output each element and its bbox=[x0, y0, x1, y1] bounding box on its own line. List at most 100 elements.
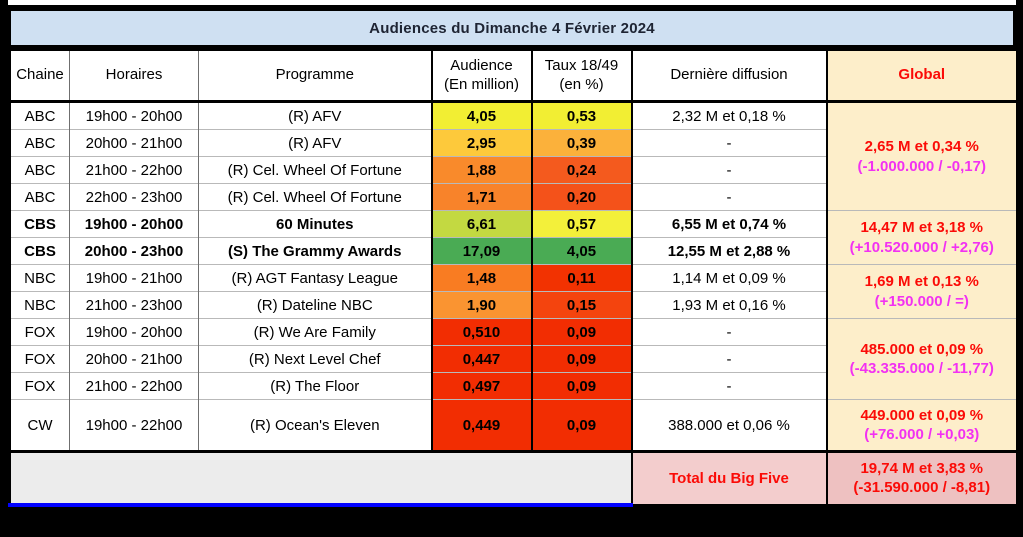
timeslot-cell: 21h00 - 22h00 bbox=[69, 372, 199, 400]
global-line1: 14,47 M et 3,18 % bbox=[860, 219, 984, 236]
timeslot-cell: 20h00 - 23h00 bbox=[69, 237, 199, 265]
global-cell: 449.000 et 0,09 % (+76.000 / +0,03) bbox=[826, 399, 1018, 452]
program-cell: (R) Ocean's Eleven bbox=[198, 399, 433, 452]
audience-cell: 1,71 bbox=[431, 183, 533, 211]
table-row-fox: FOX 19h00 - 20h00 (R) We Are Family 0,510 0,… bbox=[9, 318, 1018, 400]
col-header-taux-line2: (en %) bbox=[559, 75, 604, 93]
col-header-programme: Programme bbox=[198, 49, 433, 103]
top-sliver bbox=[8, 0, 1016, 5]
global-line2: (-1.000.000 / -0,17) bbox=[857, 157, 986, 175]
last-broadcast-cell: 12,55 M et 2,88 % bbox=[631, 237, 828, 265]
rating-cell: 4,05 bbox=[531, 237, 633, 265]
last-broadcast-cell: 1,93 M et 0,16 % bbox=[631, 291, 828, 319]
col-header-global: Global bbox=[826, 49, 1018, 103]
channel-cell: NBC bbox=[9, 291, 70, 319]
global-line2: (+10.520.000 / +2,76) bbox=[849, 238, 994, 256]
last-broadcast-cell: - bbox=[631, 183, 828, 211]
audience-cell: 0,510 bbox=[431, 318, 533, 346]
footer-empty-cell bbox=[9, 450, 633, 507]
channel-cell: NBC bbox=[9, 264, 70, 292]
global-cell: 2,65 M et 0,34 % (-1.000.000 / -0,17) bbox=[826, 100, 1018, 211]
rating-cell: 0,11 bbox=[531, 264, 633, 292]
program-cell: (R) AGT Fantasy League bbox=[198, 264, 433, 292]
program-cell: (R) Next Level Chef bbox=[198, 345, 433, 373]
col-header-audience-line2: (En million) bbox=[443, 75, 519, 93]
last-broadcast-cell: - bbox=[631, 129, 828, 157]
title-bar: Audiences du Dimanche 4 Février 2024 bbox=[8, 8, 1016, 48]
timeslot-cell: 19h00 - 22h00 bbox=[69, 399, 199, 452]
channel-cell: FOX bbox=[9, 345, 70, 373]
col-header-horaires: Horaires bbox=[69, 49, 199, 103]
rating-cell: 0,24 bbox=[531, 156, 633, 184]
timeslot-cell: 21h00 - 22h00 bbox=[69, 156, 199, 184]
table-row-abc: ABC 20h00 - 21h00 (R) AFV 2,95 0,39- bbox=[9, 129, 1018, 157]
rating-cell: 0,09 bbox=[531, 372, 633, 400]
audience-cell: 2,95 bbox=[431, 129, 533, 157]
program-cell: (R) Cel. Wheel Of Fortune bbox=[198, 183, 433, 211]
program-cell: (R) AFV bbox=[198, 100, 433, 130]
total-big-five-value: 19,74 M et 3,83 % (-31.590.000 / -8,81) bbox=[826, 450, 1018, 507]
channel-cell: ABC bbox=[9, 183, 70, 211]
global-line1: 2,65 M et 0,34 % bbox=[864, 138, 979, 155]
audience-cell: 1,48 bbox=[431, 264, 533, 292]
col-header-chaine: Chaine bbox=[9, 49, 70, 103]
total-line1: 19,74 M et 3,83 % bbox=[860, 459, 984, 477]
timeslot-cell: 19h00 - 21h00 bbox=[69, 264, 199, 292]
rating-cell: 0,57 bbox=[531, 210, 633, 238]
channel-cell: ABC bbox=[9, 129, 70, 157]
table-row-nbc: NBC 19h00 - 21h00 (R) AGT Fantasy League 1,… bbox=[9, 264, 1018, 319]
header-row: Chaine Horaires Programme Audience (En m… bbox=[9, 49, 1018, 103]
audience-cell: 0,447 bbox=[431, 345, 533, 373]
global-line1: 485.000 et 0,09 % bbox=[860, 340, 984, 358]
audience-table: Chaine Horaires Programme Audience (En m… bbox=[8, 48, 1019, 507]
audience-cell: 1,88 bbox=[431, 156, 533, 184]
timeslot-cell: 19h00 - 20h00 bbox=[69, 210, 199, 238]
table-row-abc: ABC 21h00 - 22h00 (R) Cel. Wheel Of Fortun… bbox=[9, 156, 1018, 184]
program-cell: (R) We Are Family bbox=[198, 318, 433, 346]
global-cell: 1,69 M et 0,13 % (+150.000 / =) bbox=[826, 264, 1018, 319]
last-broadcast-cell: - bbox=[631, 345, 828, 373]
last-broadcast-cell: 1,14 M et 0,09 % bbox=[631, 264, 828, 292]
rating-cell: 0,20 bbox=[531, 183, 633, 211]
total-line2: (-31.590.000 / -8,81) bbox=[853, 479, 991, 497]
col-header-derniere: Dernière diffusion bbox=[631, 49, 828, 103]
table-row-fox: FOX 21h00 - 22h00 (R) The Floor 0,497 0,09- bbox=[9, 372, 1018, 400]
global-line2: (-43.335.000 / -11,77) bbox=[849, 360, 994, 377]
channel-cell: ABC bbox=[9, 100, 70, 130]
rating-cell: 0,39 bbox=[531, 129, 633, 157]
last-broadcast-cell: 388.000 et 0,06 % bbox=[631, 399, 828, 452]
col-header-taux-line1: Taux 18/49 bbox=[544, 56, 619, 74]
rating-cell: 0,09 bbox=[531, 318, 633, 346]
rating-cell: 0,53 bbox=[531, 100, 633, 130]
rating-cell: 0,09 bbox=[531, 399, 633, 452]
last-broadcast-cell: - bbox=[631, 156, 828, 184]
page-title: Audiences du Dimanche 4 Février 2024 bbox=[369, 19, 655, 37]
timeslot-cell: 20h00 - 21h00 bbox=[69, 345, 199, 373]
audience-cell: 4,05 bbox=[431, 100, 533, 130]
global-cell: 485.000 et 0,09 % (-43.335.000 / -11,77) bbox=[826, 318, 1018, 400]
total-big-five-label: Total du Big Five bbox=[631, 450, 828, 507]
timeslot-cell: 20h00 - 21h00 bbox=[69, 129, 199, 157]
program-cell: (R) AFV bbox=[198, 129, 433, 157]
table-row-cbs: CBS 19h00 - 20h00 60 Minutes 6,61 0,57 6,55 M… bbox=[9, 210, 1018, 265]
col-header-audience-line1: Audience bbox=[450, 56, 513, 74]
last-broadcast-cell: 2,32 M et 0,18 % bbox=[631, 100, 828, 130]
global-line1: 1,69 M et 0,13 % bbox=[864, 273, 979, 290]
col-header-audience: Audience (En million) bbox=[431, 49, 533, 103]
audience-cell: 1,90 bbox=[431, 291, 533, 319]
channel-cell: CBS bbox=[9, 210, 70, 238]
audience-cell: 17,09 bbox=[431, 237, 533, 265]
footer-row: Total du Big Five 19,74 M et 3,83 % (-31.5… bbox=[9, 450, 1018, 507]
timeslot-cell: 22h00 - 23h00 bbox=[69, 183, 199, 211]
table-row-cw: CW 19h00 - 22h00 (R) Ocean's Eleven 0,449 0,… bbox=[9, 399, 1018, 452]
channel-cell: CW bbox=[9, 399, 70, 452]
global-line2: (+76.000 / +0,03) bbox=[864, 426, 980, 443]
channel-cell: CBS bbox=[9, 237, 70, 265]
global-cell: 14,47 M et 3,18 % (+10.520.000 / +2,76) bbox=[826, 210, 1018, 265]
channel-cell: FOX bbox=[9, 318, 70, 346]
last-broadcast-cell: 6,55 M et 0,74 % bbox=[631, 210, 828, 238]
global-line1: 449.000 et 0,09 % bbox=[860, 406, 984, 424]
audience-cell: 0,449 bbox=[431, 399, 533, 452]
channel-cell: FOX bbox=[9, 372, 70, 400]
audience-cell: 0,497 bbox=[431, 372, 533, 400]
